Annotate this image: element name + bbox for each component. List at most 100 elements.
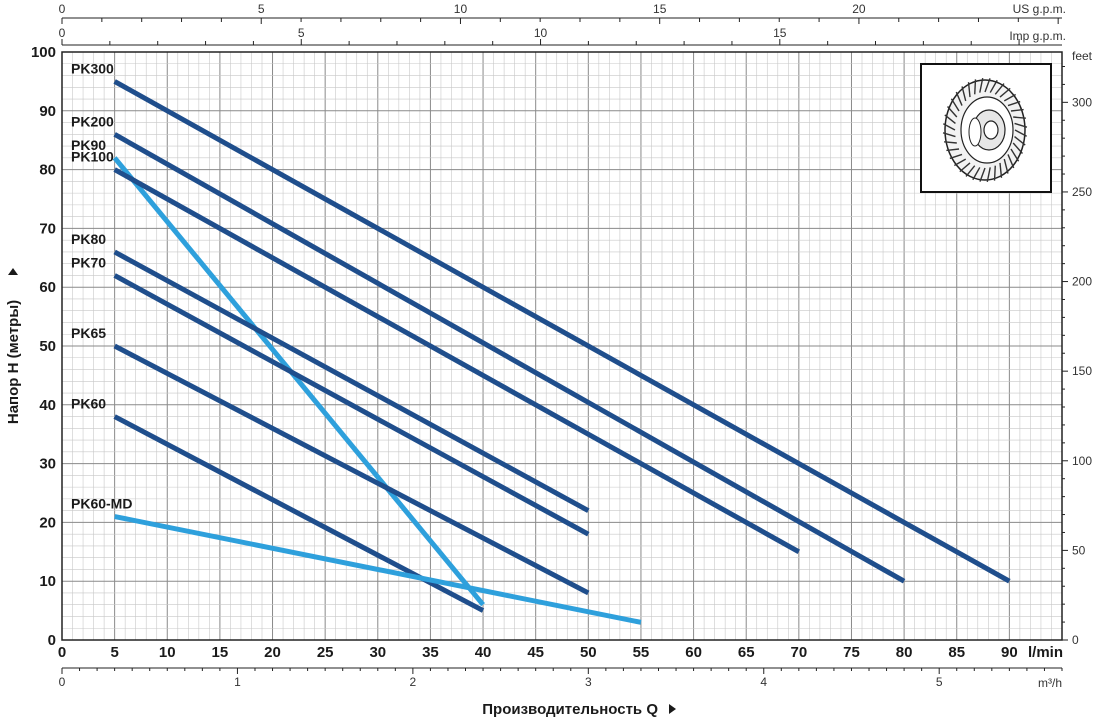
y-tick-label: 40 [39, 397, 56, 414]
series-label-pk300: PK300 [71, 60, 114, 76]
series-label-pk65: PK65 [71, 325, 106, 341]
feet-tick-label: 0 [1072, 633, 1079, 647]
y-tick-label: 90 [39, 103, 56, 120]
series-line-pk200 [113, 132, 906, 584]
x-tick-label: 90 [1001, 644, 1018, 661]
y-tick-label: 20 [39, 514, 56, 531]
impeller-vane [1014, 136, 1026, 146]
feet-tick-label: 200 [1072, 275, 1092, 289]
x-tick-label: 35 [422, 644, 439, 661]
x-tick-label: 25 [317, 644, 334, 661]
impeller-vane [1003, 158, 1009, 174]
impeller-vane [984, 78, 991, 93]
impeller-vane [1012, 142, 1023, 154]
impeller-vane [959, 162, 971, 173]
series-lines [112, 79, 1011, 625]
x-tick-label: 0 [58, 644, 66, 661]
impeller-vane [1003, 93, 1016, 102]
series-line-pk300 [113, 79, 1011, 584]
y-axis-arrow-icon [8, 268, 18, 275]
impeller-icon [920, 63, 1052, 193]
feet-tick-label: 250 [1072, 185, 1092, 199]
impeller-vane [993, 165, 996, 181]
impeller-vane [950, 98, 960, 112]
x-tick-label: 65 [738, 644, 755, 661]
series-label-pk100: PK100 [71, 149, 114, 165]
impeller-vane [967, 82, 971, 98]
imp-gpm-tick-label: 15 [773, 26, 787, 40]
impeller-vane [1007, 154, 1015, 169]
x-unit: l/min [1028, 644, 1063, 661]
x-tick-label: 50 [580, 644, 597, 661]
x-axis-title: Производительность Q [482, 701, 658, 718]
x-tick-label: 15 [212, 644, 229, 661]
impeller-vane [942, 132, 956, 138]
series-label-pk80: PK80 [71, 231, 106, 247]
impeller-vane [946, 148, 960, 152]
x-tick-label: 30 [369, 644, 386, 661]
series-label-pk70: PK70 [71, 254, 106, 270]
impeller-vane [986, 167, 991, 183]
series-line-pk80 [113, 249, 590, 513]
impeller-vane [954, 158, 967, 167]
impeller-vane [999, 87, 1011, 98]
feet-unit: feet [1072, 49, 1093, 63]
m3h-tick-label: 0 [59, 675, 66, 689]
plot-border [61, 51, 1063, 641]
x-tick-label: 80 [896, 644, 913, 661]
feet-tick-label: 300 [1072, 95, 1092, 109]
series-label-pk60: PK60 [71, 396, 106, 412]
impeller-vane [1014, 122, 1028, 128]
feet-tick-label: 150 [1072, 364, 1092, 378]
impeller-vane [972, 167, 981, 181]
x-tick-label: 70 [790, 644, 807, 661]
us-gpm-tick-label: 10 [454, 2, 468, 16]
imp-gpm-tick-label: 0 [59, 26, 66, 40]
impeller-vane [1010, 148, 1020, 162]
impeller-vane [965, 165, 976, 177]
m3h-tick-label: 4 [760, 675, 767, 689]
impeller-vane [955, 91, 963, 106]
series-line-pk60-md [114, 514, 642, 625]
y-axis-title: Напор H (метры) [5, 300, 22, 424]
us-gpm-tick-label: 0 [59, 2, 66, 16]
y-tick-label: 50 [39, 338, 56, 355]
impeller-vane [947, 106, 958, 118]
impeller-vane [989, 79, 998, 93]
impeller-vane [1010, 108, 1024, 112]
y-tick-label: 80 [39, 162, 56, 179]
series-line-pk100 [113, 167, 801, 554]
y-tick-label: 0 [48, 632, 56, 649]
series-line-pk90 [112, 156, 485, 607]
m3h-unit: m³/h [1038, 676, 1062, 690]
y-tick-label: 10 [39, 573, 56, 590]
impeller-vane [949, 153, 963, 160]
imp-gpm-tick-label: 10 [534, 26, 548, 40]
series-label-pk200: PK200 [71, 113, 114, 129]
impeller-vane [944, 141, 957, 144]
us-gpm-tick-label: 5 [258, 2, 265, 16]
impeller-vane [961, 86, 967, 102]
x-tick-label: 10 [159, 644, 176, 661]
x-tick-label: 40 [475, 644, 492, 661]
series-line-pk70 [113, 273, 590, 537]
x-axis-arrow-icon [669, 704, 676, 714]
y-tick-label: 70 [39, 220, 56, 237]
imp-gpm-tick-label: 5 [298, 26, 305, 40]
x-tick-label: 55 [633, 644, 650, 661]
impeller-vane [942, 123, 956, 131]
feet-tick-label: 50 [1072, 543, 1086, 557]
m3h-tick-label: 2 [410, 675, 417, 689]
impeller-vane [944, 114, 956, 124]
impeller-vane [1013, 116, 1026, 119]
series-label-pk60-md: PK60-MD [71, 496, 132, 512]
x-tick-label: 60 [685, 644, 702, 661]
series-line-pk65 [113, 343, 590, 596]
y-tick-label: 60 [39, 279, 56, 296]
x-tick-label: 45 [527, 644, 544, 661]
series-label-pk90: PK90 [71, 137, 106, 153]
